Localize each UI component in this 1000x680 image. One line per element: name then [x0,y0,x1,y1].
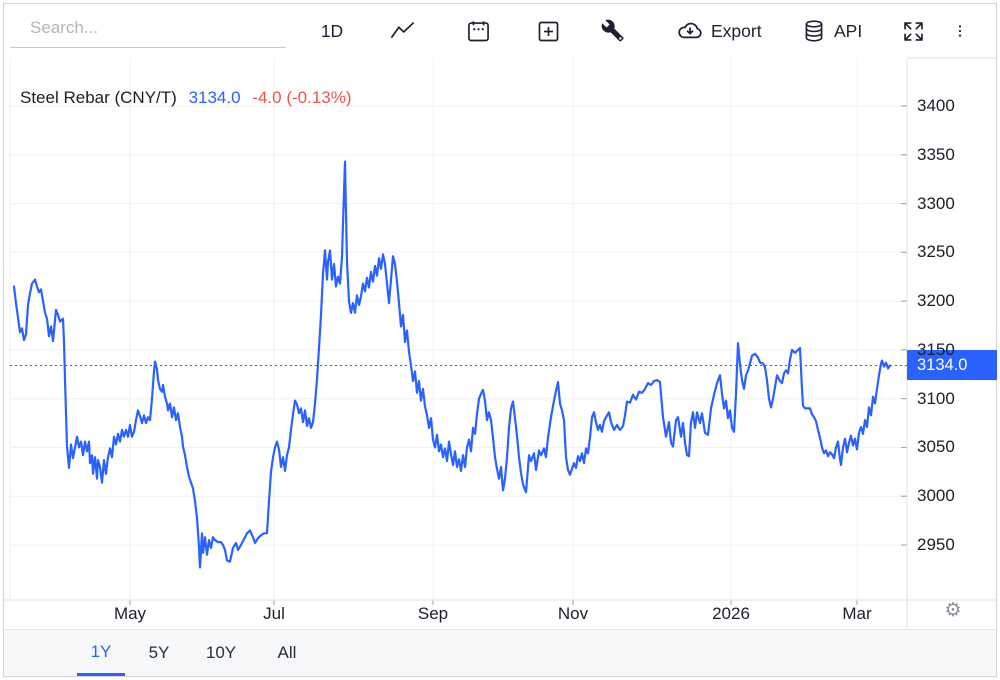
x-axis-label: 2026 [712,604,750,623]
range-tab-10y[interactable]: 10Y [205,643,237,662]
y-axis-label: 3050 [917,437,955,457]
fullscreen-icon [903,21,923,41]
y-axis-label: 3400 [917,96,955,115]
widget-frame: 1D Export [3,3,997,677]
price-line-series [12,160,892,569]
interval-label: 1D [320,20,344,41]
calendar-icon [467,20,489,41]
y-axis-label: 3150 [917,339,955,359]
database-icon [805,20,823,42]
range-tab-all[interactable]: All [277,643,297,662]
api-label: API [834,20,863,41]
export-button[interactable]: Export [676,14,762,48]
last-price-value: 3134.0 [188,88,241,107]
kebab-menu-icon [958,25,962,37]
chart-type-button[interactable] [387,14,417,48]
x-axis-label: Jul [263,604,285,623]
compare-button[interactable] [533,14,563,48]
x-axis-label: Sep [417,604,449,623]
line-chart-icon [390,21,414,38]
instrument-title: Steel Rebar (CNY/T) [20,88,177,107]
fullscreen-button[interactable] [898,14,928,48]
axis-settings-gear-icon[interactable]: ⚙ [944,599,962,621]
calendar-button[interactable] [463,14,493,48]
cloud-download-icon [678,22,702,39]
search-input[interactable] [10,9,286,48]
y-axis-label: 3250 [917,242,955,262]
interval-button[interactable]: 1D [310,14,354,48]
price-change-value: -4.0 (-0.13%) [252,88,352,107]
range-tab-5y[interactable]: 5Y [148,643,170,662]
range-tabs: 1Y 5Y 10Y All [77,630,996,676]
more-menu-button[interactable] [952,14,968,48]
current-price-badge: 3134.0 [907,350,997,381]
wrench-icon [601,19,624,42]
range-tab-1y[interactable]: 1Y [77,630,125,676]
y-axis-label: 2950 [917,535,955,554]
indicators-button[interactable] [598,14,628,48]
chart-canvas[interactable] [4,4,996,676]
export-label: Export [711,20,762,41]
api-button[interactable]: API [801,14,862,48]
y-axis-label: 3100 [917,388,955,408]
y-axis-label: 3300 [917,193,955,213]
range-tab-bar: 1Y 5Y 10Y All [4,629,996,676]
chart-legend: Steel Rebar (CNY/T) 3134.0 -4.0 (-0.13%) [20,88,352,108]
x-axis-label: Nov [557,604,589,623]
plus-square-icon [538,21,558,41]
y-axis-label: 3000 [917,486,955,506]
y-axis-label: 3200 [917,291,955,311]
x-axis-label: Mar [842,604,872,623]
y-axis-label: 3350 [917,144,955,164]
x-axis-label: May [113,604,147,623]
